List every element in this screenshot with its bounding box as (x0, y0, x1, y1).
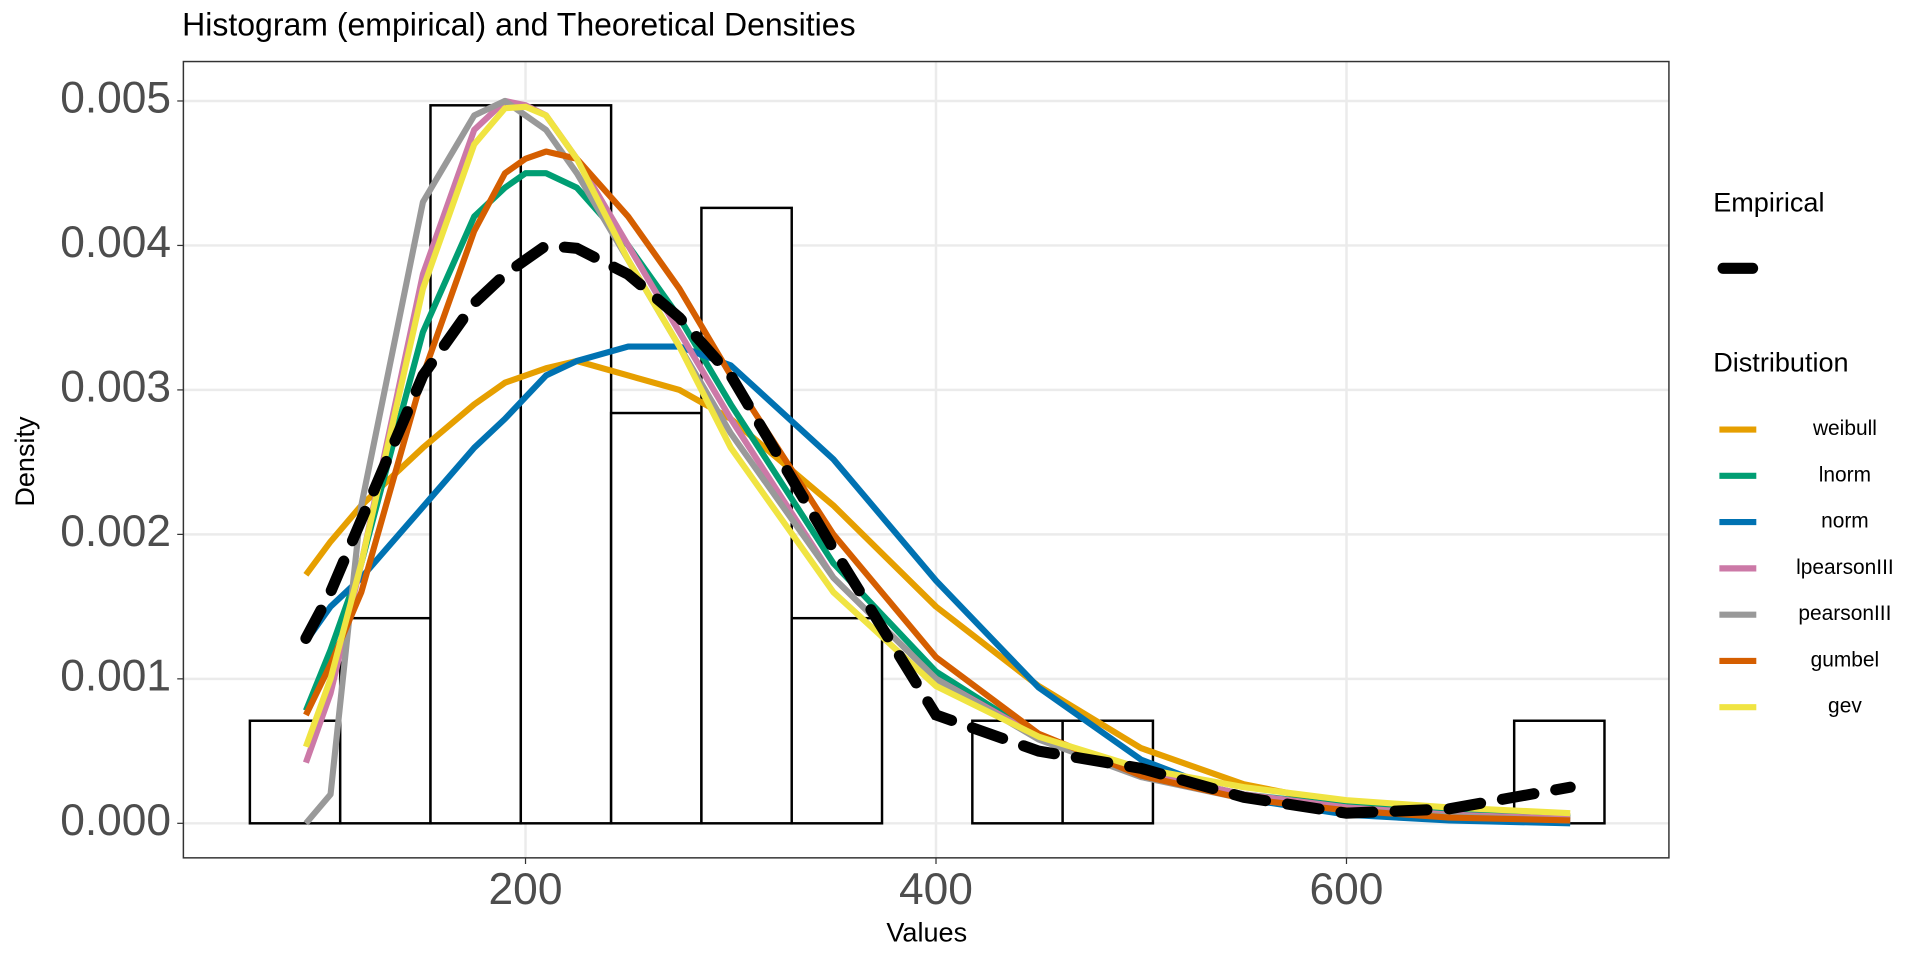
y-tick-label: 0.004 (60, 218, 171, 267)
x-tick-label: 400 (899, 865, 973, 914)
histogram-bar (790, 616, 884, 825)
legend-title: Distribution (1713, 346, 1848, 377)
x-axis-title: Values (886, 916, 967, 947)
legend: weibull lnorm norm lpearsonIII pearsonIII gum… (1717, 262, 1894, 718)
legend-label: pearsonIII (1798, 602, 1891, 625)
histogram-bar (1512, 719, 1606, 825)
y-axis-title: Density (9, 416, 40, 507)
legend-label: lnorm (1819, 463, 1871, 486)
legend-label: gev (1828, 695, 1862, 718)
histogram-bar (519, 104, 613, 825)
y-tick-label: 0.005 (60, 74, 171, 123)
histogram (248, 104, 1606, 825)
legend-label: lpearsonIII (1796, 556, 1894, 579)
y-tick-label: 0.003 (60, 363, 171, 412)
histogram-bar (338, 616, 432, 825)
legend-label: weibull (1812, 417, 1877, 440)
y-tick-label: 0.001 (60, 652, 171, 701)
legend-label: gumbel (1811, 648, 1880, 671)
y-tick-label: 0.000 (60, 796, 171, 845)
chart-title: Histogram (empirical) and Theoretical De… (182, 7, 855, 43)
density-curves (300, 97, 1576, 827)
density-line (303, 148, 1571, 824)
y-tick-label: 0.002 (60, 507, 171, 556)
legend-label: norm (1821, 510, 1869, 533)
histogram-bar (248, 719, 342, 825)
density-line (303, 97, 1571, 823)
empirical-line (300, 239, 1576, 819)
density-line (303, 357, 1571, 820)
plot-border (182, 60, 1670, 859)
x-tick-label: 200 (489, 865, 563, 914)
legend-title: Empirical (1713, 186, 1824, 217)
x-tick-label: 600 (1310, 865, 1384, 914)
histogram-bar (609, 411, 703, 825)
